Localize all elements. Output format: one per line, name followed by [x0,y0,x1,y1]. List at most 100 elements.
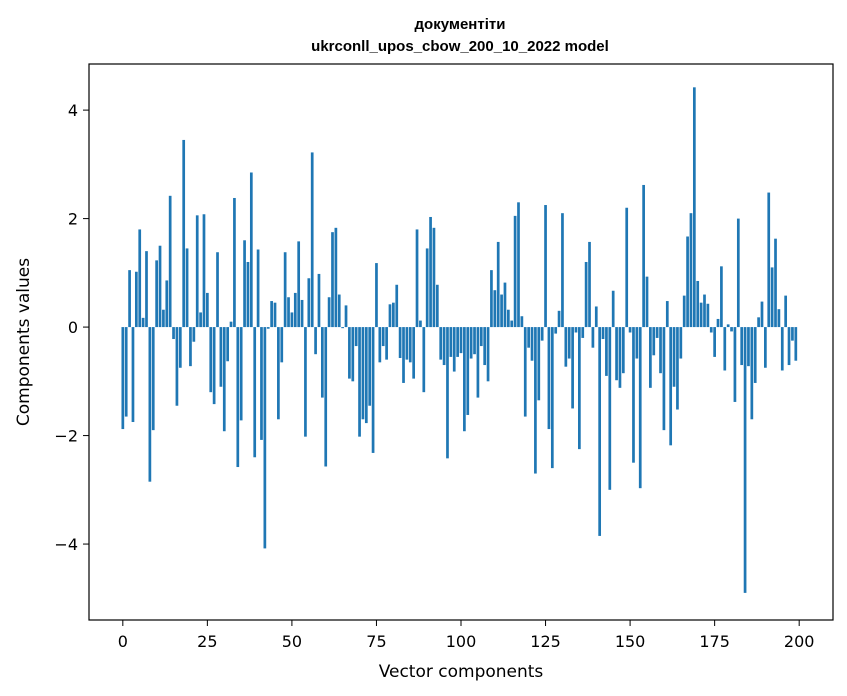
y-axis-ticks: −4 −2 0 2 4 [54,101,89,554]
bar-32 [229,321,233,328]
bar-105 [476,327,480,398]
bar-144 [608,327,612,490]
bar-183 [740,327,744,366]
bar-80 [392,302,395,328]
bar-163 [672,327,676,387]
bar-70 [358,327,361,437]
bar-34 [236,327,240,468]
bar-66 [344,305,348,328]
bar-134 [574,327,578,333]
y-tick-label: 0 [68,318,78,337]
bar-117 [517,202,520,328]
bar-189 [760,301,764,328]
chart-title-line-1: документіти [415,16,506,33]
y-tick-label: −4 [54,535,78,554]
bar-197 [787,327,791,366]
bar-18 [182,139,186,328]
bar-38 [249,172,253,328]
bar-160 [662,327,666,431]
bar-199 [794,327,798,361]
bar-72 [364,327,368,424]
bar-29 [219,327,223,387]
bar-173 [706,303,710,328]
x-tick-label: 0 [118,632,128,651]
bar-26 [209,327,213,393]
bar-40 [256,249,260,328]
bar-152 [635,327,639,359]
bar-71 [361,327,365,420]
bar-167 [686,236,689,328]
bar-55 [307,278,311,328]
bar-88 [419,320,422,328]
bar-153 [638,327,642,489]
bar-127 [550,327,554,469]
bar-190 [764,327,767,368]
bar-78 [385,327,388,360]
bar-67 [348,327,351,379]
bar-147 [618,327,622,388]
bar-137 [584,261,588,328]
bar-50 [290,312,294,328]
bar-61 [327,297,331,328]
bar-157 [652,327,656,356]
bar-95 [442,327,446,366]
bar-161 [665,301,669,328]
bar-133 [571,327,574,409]
bar-52 [297,241,301,328]
bar-44 [270,301,273,328]
bar-82 [398,327,402,358]
bar-96 [446,327,449,459]
bar-138 [588,241,591,328]
bar-119 [523,327,527,417]
bar-121 [530,327,534,361]
bar-39 [253,327,257,458]
bar-145 [611,290,615,328]
bar-0 [121,327,125,430]
bar-6 [141,317,145,328]
bar-172 [703,294,706,328]
bar-59 [320,327,324,398]
bar-73 [368,327,372,406]
y-tick-label: −2 [54,427,78,446]
bar-111 [496,241,500,328]
bar-36 [243,240,246,328]
bar-85 [408,327,412,363]
bar-76 [378,327,382,363]
bar-60 [324,327,328,467]
bar-79 [388,304,392,328]
bar-110 [493,290,497,328]
bar-179 [726,324,730,328]
x-axis-label: Vector components [379,662,544,682]
bar-83 [402,327,405,383]
bar-8 [148,327,152,482]
bar-113 [503,282,507,328]
bar-154 [642,184,645,328]
bar-180 [730,327,733,332]
bar-114 [506,309,510,328]
bar-14 [168,195,172,328]
bar-19 [185,248,189,328]
bar-54 [304,327,307,437]
bar-141 [598,327,602,536]
bar-135 [578,327,581,450]
bar-30 [222,327,226,432]
bar-63 [334,227,338,328]
bar-159 [659,327,662,374]
bar-56 [310,152,314,328]
y-tick-label: 4 [68,101,78,120]
bar-97 [449,327,453,357]
x-tick-label: 75 [366,632,386,651]
bar-150 [628,327,632,333]
bar-178 [723,327,727,371]
bar-57 [314,327,317,355]
bar-45 [273,302,277,328]
bar-122 [534,327,537,474]
bar-51 [293,292,297,328]
x-tick-label: 100 [446,632,477,651]
bar-69 [354,327,358,347]
bar-49 [287,297,290,328]
bar-16 [175,327,179,406]
bar-37 [246,261,250,328]
bar-169 [692,87,696,328]
